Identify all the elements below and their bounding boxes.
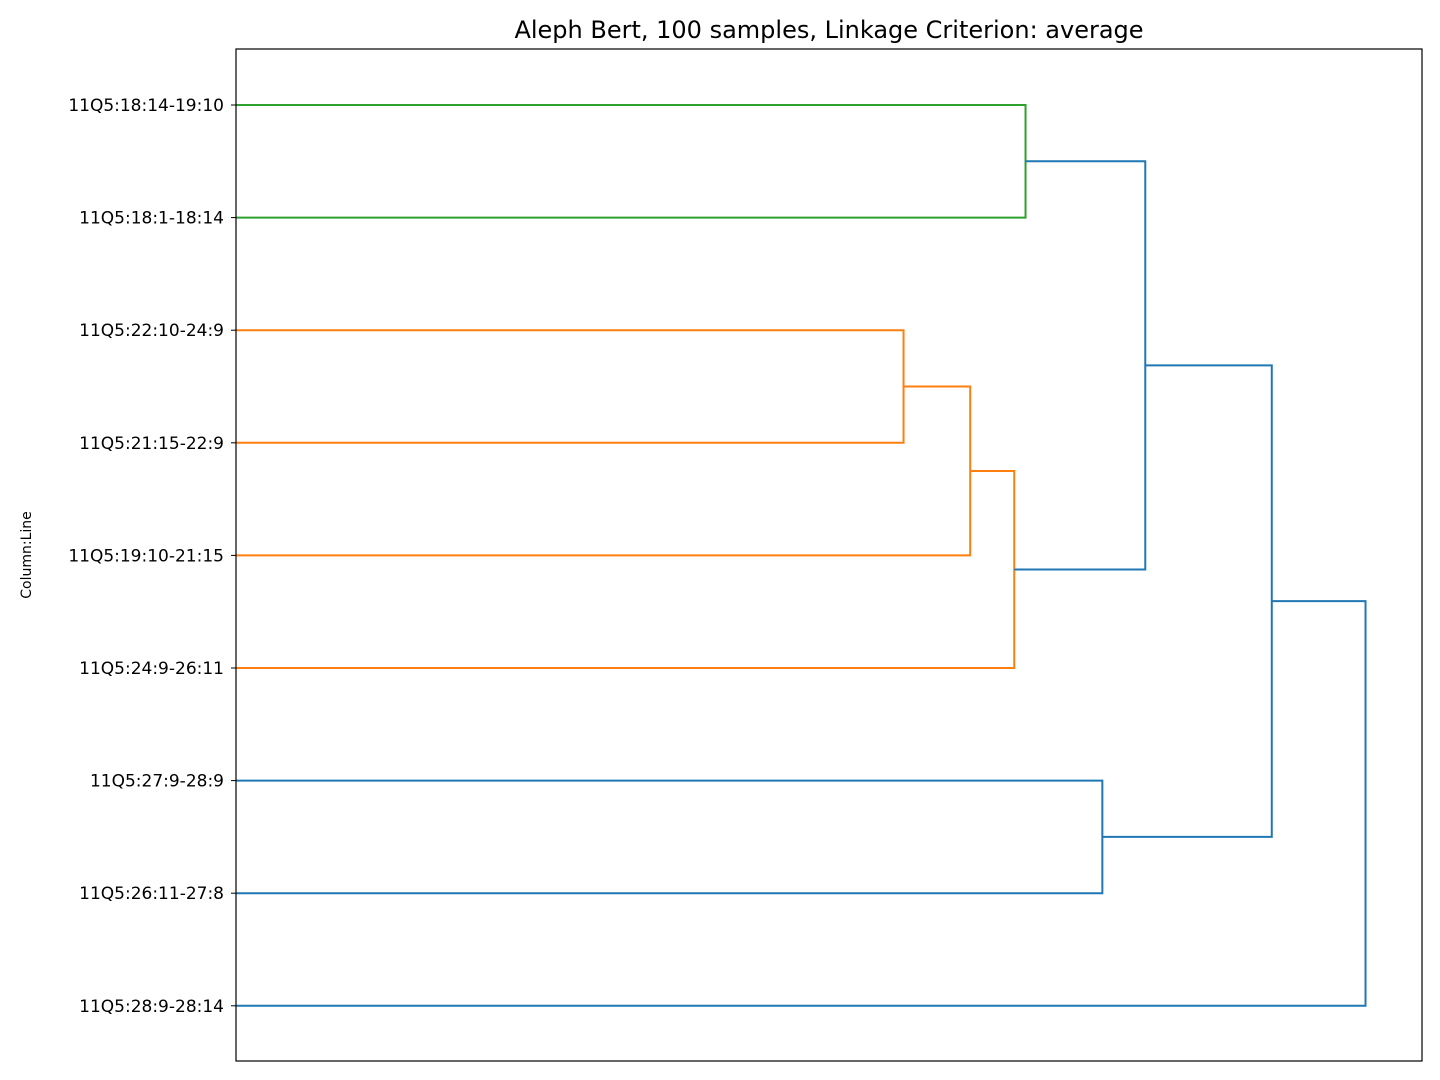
dendrogram-link xyxy=(236,779,1104,895)
y-axis-ticks: 11Q5:18:14-19:10 11Q5:18:1-18:14 11Q5:22:1… xyxy=(68,96,236,1017)
dendrogram-link xyxy=(1014,160,1147,571)
leaf-label: 11Q5:18:1-18:14 xyxy=(79,209,224,229)
y-axis-label: Column:Line xyxy=(19,511,35,599)
leaf-label: 11Q5:26:11-27:8 xyxy=(79,884,224,904)
dendrogram-link xyxy=(236,329,905,444)
dendrogram-link xyxy=(1102,364,1273,838)
leaf-label: 11Q5:27:9-28:9 xyxy=(90,772,224,792)
dendrogram-link xyxy=(236,469,1016,669)
leaf-label: 11Q5:28:9-28:14 xyxy=(79,997,224,1017)
leaf-label: 11Q5:21:15-22:9 xyxy=(79,434,224,454)
leaf-label: 11Q5:22:10-24:9 xyxy=(79,321,224,341)
dendrogram-link xyxy=(236,104,1027,219)
chart-title: Aleph Bert, 100 samples, Linkage Criteri… xyxy=(514,16,1143,44)
dendrogram-links xyxy=(236,104,1367,1007)
leaf-label: 11Q5:19:10-21:15 xyxy=(68,546,224,566)
leaf-label: 11Q5:24:9-26:11 xyxy=(79,659,224,679)
dendrogram-link xyxy=(236,385,972,557)
dendrogram-link xyxy=(236,600,1367,1007)
plot-frame xyxy=(235,48,1423,1062)
leaf-label: 11Q5:18:14-19:10 xyxy=(68,96,224,116)
